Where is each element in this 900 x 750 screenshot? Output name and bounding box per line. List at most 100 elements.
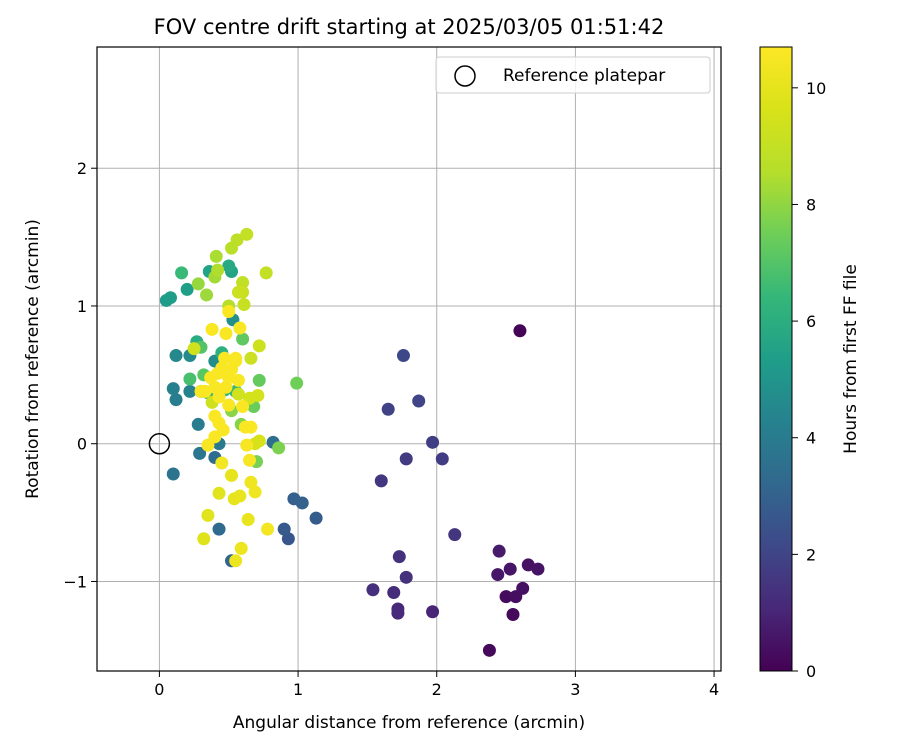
data-point [183,372,197,386]
data-point [252,339,266,353]
data-point [252,373,266,387]
data-point [233,489,247,503]
data-point [166,382,180,396]
data-point [231,285,245,299]
data-point [236,400,250,414]
data-point [198,384,212,398]
plot-frame [96,46,722,672]
data-point [163,291,177,305]
colorbar-tick-label: 0 [806,662,816,681]
data-point [205,322,219,336]
data-point [482,643,496,657]
data-point [229,351,243,365]
y-tick-label: 1 [77,297,87,316]
data-point [491,568,505,582]
legend-marker [454,65,476,87]
data-point [230,233,244,247]
colorbar-gradient [759,46,793,672]
data-point [387,585,401,599]
data-point [212,522,226,536]
data-point [233,321,247,335]
y-tick-label: 2 [77,159,87,178]
data-points [159,227,545,657]
y-tick-label: −1 [63,572,87,591]
data-point [295,496,309,510]
data-point [191,277,205,291]
data-point [426,605,440,619]
data-point [448,528,462,542]
data-point [240,438,254,452]
data-point [374,474,388,488]
data-point [244,351,258,365]
colorbar-tick-label: 6 [806,312,816,331]
data-point [272,441,286,455]
data-point [211,263,225,277]
data-point [309,511,323,525]
data-point [248,485,262,499]
data-point [492,544,506,558]
data-point [191,417,205,431]
x-tick-label: 0 [154,680,164,699]
data-point [231,373,245,387]
data-point [209,249,223,263]
legend-entry: Reference platepar [503,66,665,86]
data-point [208,430,222,444]
data-point [219,327,233,341]
y-tick-label: 0 [77,435,87,454]
data-point [531,562,545,576]
data-point [499,590,513,604]
data-point [218,351,232,365]
x-tick-label: 4 [709,680,719,699]
data-point [193,446,207,460]
data-point [175,266,189,280]
data-point [435,452,449,466]
data-point [399,452,413,466]
colorbar-tick-label: 10 [806,79,826,98]
y-axis: −1 0 1 2 [63,159,97,591]
data-point [412,394,426,408]
colorbar-tick-label: 2 [806,545,816,564]
data-point [426,435,440,449]
legend: Reference platepar [435,56,711,94]
colorbar: 0 2 4 6 8 10 Hours from first FF file [759,46,861,681]
data-point [392,550,406,564]
data-point [244,420,258,434]
data-point [222,259,236,273]
data-point [197,532,211,546]
y-axis-label: Rotation from reference (arcmin) [23,219,43,499]
data-point [222,398,236,412]
data-point [513,324,527,338]
data-point [212,486,226,500]
colorbar-tick-label: 4 [806,429,816,448]
data-point [231,387,245,401]
data-point [503,562,517,576]
data-point [237,298,251,312]
data-point [166,467,180,481]
colorbar-ticks: 0 2 4 6 8 10 [792,79,826,681]
data-point [396,349,410,363]
x-tick-label: 2 [432,680,442,699]
data-point [212,390,226,404]
data-point [236,332,250,346]
chart-title: FOV centre drift starting at 2025/03/05 … [154,15,665,39]
data-point [399,570,413,584]
data-point [259,266,273,280]
data-point [277,522,291,536]
reference-point [148,432,171,455]
data-point [516,581,530,595]
data-point [222,304,236,318]
data-point [290,376,304,390]
data-point [521,558,535,572]
data-point [243,453,257,467]
data-point [169,393,183,407]
data-point [251,389,265,403]
data-point [506,608,520,622]
x-tick-label: 3 [570,680,580,699]
data-point [240,227,254,241]
data-point [225,468,239,482]
data-point [241,512,255,526]
data-point [169,349,183,363]
x-axis-label: Angular distance from reference (arcmin) [233,713,585,733]
data-point [187,342,201,356]
